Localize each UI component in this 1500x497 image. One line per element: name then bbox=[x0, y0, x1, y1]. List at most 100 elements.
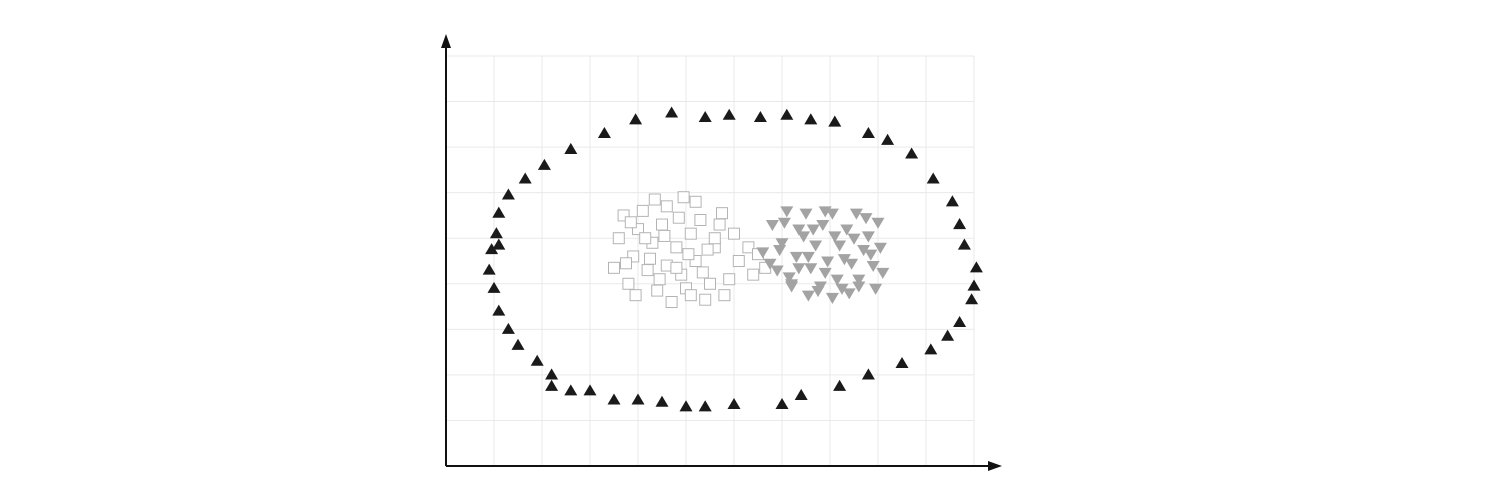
point-square bbox=[651, 284, 664, 297]
point-square bbox=[608, 261, 620, 274]
point-square bbox=[689, 195, 702, 208]
point-triangle-up bbox=[545, 368, 559, 380]
point-square bbox=[672, 211, 685, 224]
point-square bbox=[641, 264, 654, 277]
point-triangle-down bbox=[756, 247, 770, 259]
point-triangle-down bbox=[833, 240, 847, 252]
point-triangle-up bbox=[679, 400, 693, 412]
point-square bbox=[636, 204, 649, 217]
point-square bbox=[718, 289, 731, 302]
point-triangle-up bbox=[895, 357, 909, 369]
point-triangle-down bbox=[866, 261, 880, 273]
point-triangle-down bbox=[861, 231, 875, 243]
point-triangle-up bbox=[698, 111, 712, 123]
point-square bbox=[627, 250, 640, 263]
point-square bbox=[742, 241, 755, 254]
point-square bbox=[732, 255, 745, 267]
point-triangle-up bbox=[530, 354, 544, 366]
point-triangle-down bbox=[789, 251, 803, 263]
point-triangle-up bbox=[861, 126, 875, 138]
point-square bbox=[620, 257, 632, 270]
point-triangle-up bbox=[828, 115, 842, 127]
point-triangle-up bbox=[492, 206, 506, 218]
point-triangle-up bbox=[511, 338, 525, 350]
point-square bbox=[708, 232, 721, 245]
point-triangle-up bbox=[775, 398, 789, 410]
point-triangle-down bbox=[816, 220, 830, 232]
point-triangle-up bbox=[953, 218, 967, 230]
point-square bbox=[644, 252, 656, 265]
point-square bbox=[716, 207, 728, 220]
point-triangle-down bbox=[845, 258, 859, 270]
series-outer-ring-class bbox=[482, 106, 983, 412]
point-triangle-down bbox=[818, 267, 832, 279]
point-triangle-up bbox=[564, 384, 578, 396]
point-square bbox=[656, 218, 668, 231]
point-triangle-down bbox=[869, 283, 883, 295]
point-triangle-down bbox=[785, 281, 799, 293]
point-triangle-up bbox=[753, 111, 767, 123]
point-triangle-up bbox=[804, 113, 818, 125]
point-triangle-down bbox=[864, 249, 878, 261]
point-triangle-up bbox=[501, 188, 515, 200]
plot-area bbox=[482, 106, 983, 412]
point-triangle-down bbox=[809, 240, 823, 252]
point-triangle-up bbox=[924, 343, 938, 355]
point-square bbox=[612, 232, 625, 245]
point-triangle-up bbox=[794, 388, 808, 400]
point-triangle-down bbox=[818, 206, 832, 218]
point-square bbox=[704, 277, 716, 290]
point-square bbox=[622, 277, 635, 290]
point-triangle-down bbox=[763, 258, 777, 270]
point-square bbox=[653, 273, 666, 286]
point-triangle-down bbox=[801, 290, 815, 302]
point-triangle-down bbox=[825, 292, 839, 304]
point-triangle-up bbox=[492, 304, 506, 316]
point-triangle-up bbox=[485, 243, 499, 255]
point-triangle-down bbox=[799, 208, 813, 220]
point-triangle-down bbox=[777, 217, 791, 229]
point-triangle-down bbox=[849, 208, 863, 220]
point-triangle-up bbox=[487, 281, 501, 293]
point-triangle-down bbox=[782, 272, 796, 284]
point-triangle-down bbox=[828, 231, 842, 243]
point-square bbox=[648, 193, 661, 206]
point-triangle-down bbox=[857, 245, 871, 257]
point-triangle-down bbox=[840, 224, 854, 236]
point-triangle-down bbox=[775, 238, 789, 250]
point-triangle-down bbox=[859, 213, 873, 225]
point-triangle-up bbox=[881, 133, 895, 145]
point-triangle-up bbox=[953, 316, 967, 328]
point-triangle-up bbox=[905, 147, 919, 159]
point-triangle-down bbox=[871, 217, 885, 229]
point-triangle-up bbox=[545, 379, 559, 391]
point-triangle-up bbox=[665, 106, 679, 118]
grid bbox=[446, 55, 975, 466]
point-square bbox=[639, 232, 652, 245]
point-triangle-down bbox=[821, 256, 835, 268]
point-triangle-down bbox=[773, 245, 787, 257]
point-triangle-up bbox=[945, 195, 959, 207]
point-triangle-down bbox=[780, 206, 794, 218]
point-triangle-down bbox=[797, 231, 811, 243]
point-square bbox=[701, 243, 714, 256]
point-triangle-up bbox=[969, 261, 983, 273]
point-triangle-down bbox=[847, 233, 861, 245]
point-triangle-up bbox=[537, 158, 551, 170]
point-square bbox=[728, 227, 740, 240]
y-axis-arrow bbox=[441, 34, 451, 48]
point-triangle-up bbox=[727, 398, 741, 410]
point-triangle-down bbox=[801, 251, 815, 263]
point-square bbox=[629, 289, 642, 302]
point-triangle-down bbox=[835, 283, 849, 295]
point-triangle-down bbox=[830, 274, 844, 286]
point-square bbox=[713, 218, 726, 231]
point-triangle-down bbox=[770, 265, 784, 277]
point-triangle-down bbox=[837, 254, 851, 266]
point-triangle-up bbox=[629, 113, 643, 125]
point-square bbox=[617, 209, 630, 222]
point-triangle-down bbox=[804, 263, 818, 275]
point-triangle-down bbox=[806, 224, 820, 236]
point-triangle-down bbox=[873, 242, 887, 254]
